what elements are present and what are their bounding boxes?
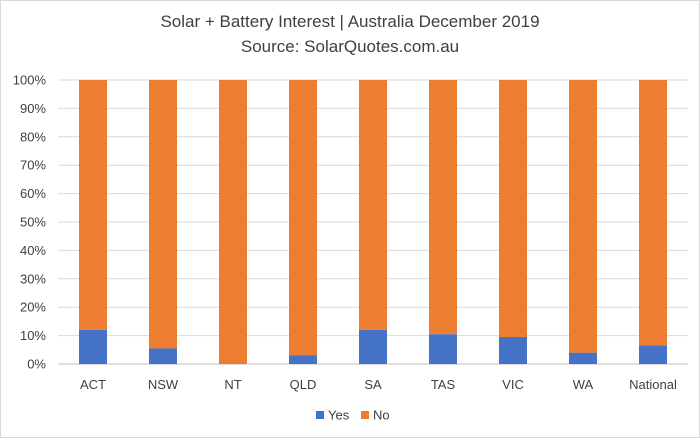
y-tick-label: 100%	[13, 73, 47, 88]
legend-label-no: No	[373, 408, 390, 423]
bar-no-vic	[499, 80, 527, 338]
x-tick-label: ACT	[80, 377, 106, 392]
legend-swatch-no	[361, 411, 369, 419]
bar-yes-national	[639, 345, 667, 364]
x-tick-label: VIC	[502, 377, 524, 392]
chart-title: Solar + Battery Interest | Australia Dec…	[160, 12, 540, 31]
bar-yes-wa	[569, 352, 597, 364]
x-tick-label: NSW	[148, 377, 179, 392]
legend: Yes No	[316, 408, 390, 423]
bar-yes-vic	[499, 337, 527, 364]
y-tick-label: 40%	[20, 243, 46, 258]
bar-no-nsw	[149, 80, 177, 349]
y-tick-label: 20%	[20, 300, 46, 315]
bar-yes-act	[79, 329, 107, 364]
x-tick-label: QLD	[290, 377, 317, 392]
x-tick-label: TAS	[431, 377, 456, 392]
y-tick-label: 0%	[27, 357, 46, 372]
y-tick-label: 70%	[20, 158, 46, 173]
bar-no-qld	[289, 80, 317, 356]
bar-no-tas	[429, 80, 457, 335]
bar-yes-sa	[359, 329, 387, 364]
legend-swatch-yes	[316, 411, 324, 419]
bar-no-act	[79, 80, 107, 330]
y-axis-ticks: 0% 10% 20% 30% 40% 50% 60% 70% 80% 90% 100%	[13, 73, 47, 372]
y-tick-label: 50%	[20, 215, 46, 230]
x-tick-label: SA	[364, 377, 382, 392]
x-axis-ticks: ACT NSW NT QLD SA TAS VIC WA National	[80, 377, 677, 392]
bar-no-nt	[219, 80, 247, 364]
legend-label-yes: Yes	[328, 408, 350, 423]
y-tick-label: 90%	[20, 101, 46, 116]
x-tick-label: NT	[224, 377, 241, 392]
y-tick-label: 30%	[20, 271, 46, 286]
bar-yes-tas	[429, 334, 457, 364]
y-tick-label: 60%	[20, 186, 46, 201]
y-tick-label: 10%	[20, 328, 46, 343]
bar-yes-nsw	[149, 348, 177, 364]
x-tick-label: National	[629, 377, 677, 392]
bar-yes-qld	[289, 355, 317, 364]
y-tick-label: 80%	[20, 129, 46, 144]
bar-no-national	[639, 80, 667, 346]
bars	[79, 80, 667, 364]
chart-subtitle: Source: SolarQuotes.com.au	[240, 37, 460, 56]
bar-no-wa	[569, 80, 597, 353]
bar-no-sa	[359, 80, 387, 330]
x-tick-label: WA	[573, 377, 594, 392]
